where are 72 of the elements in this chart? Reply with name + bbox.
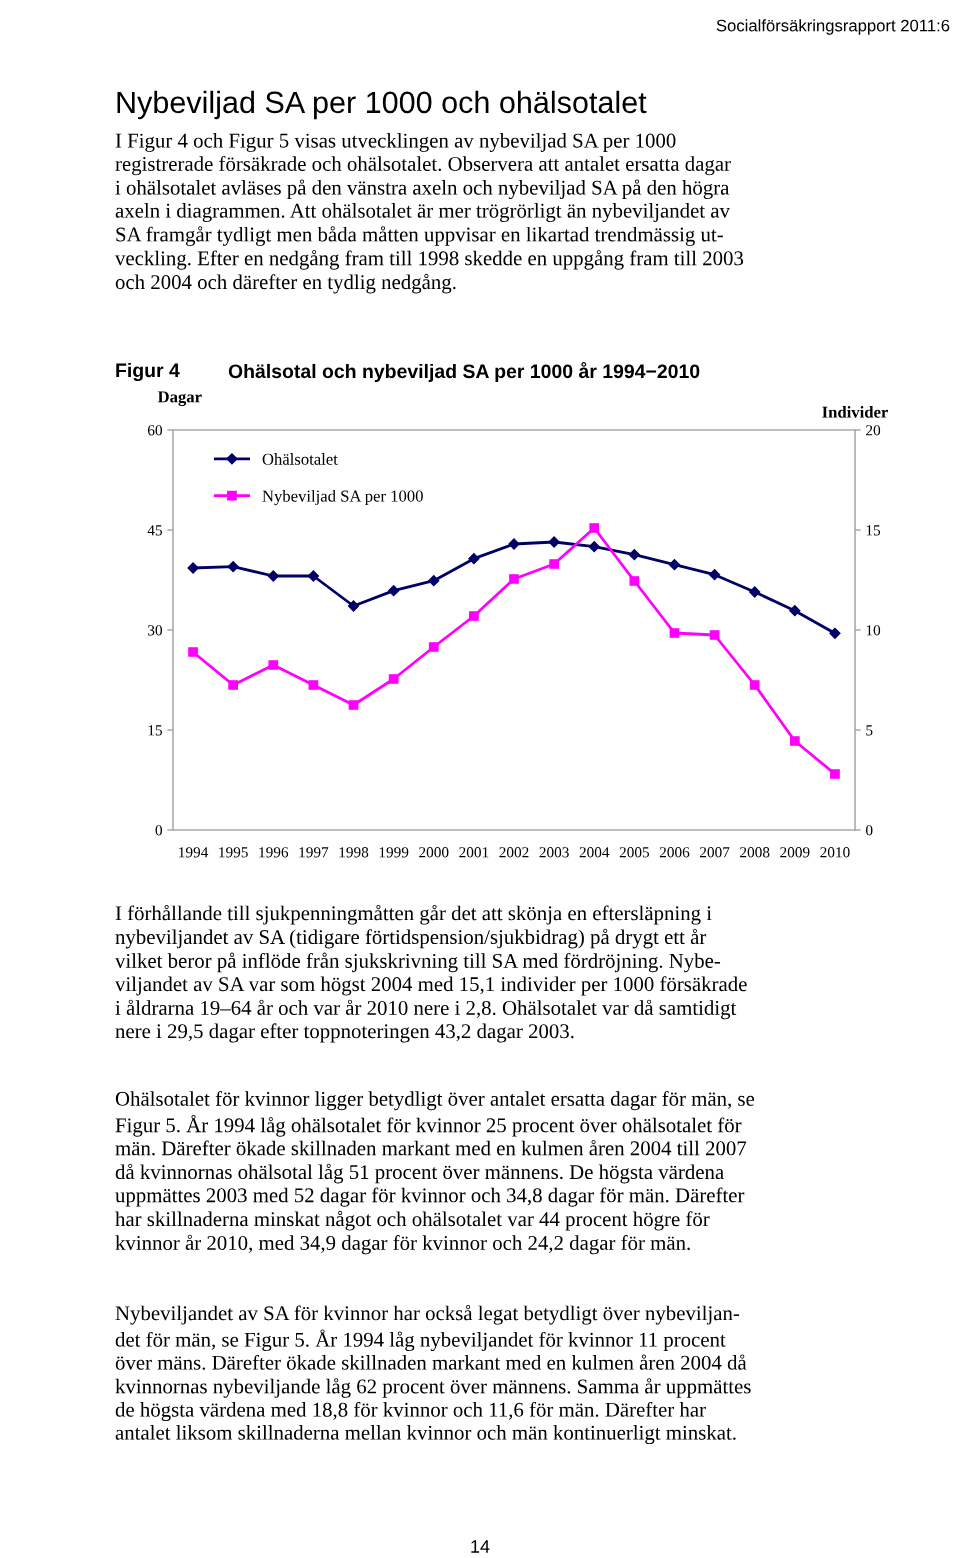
point xyxy=(789,605,801,617)
x-tick-label: 2000 xyxy=(419,847,449,858)
y-tick-label: 30 xyxy=(148,625,162,636)
point xyxy=(629,576,640,586)
text: Socialförsäkringsrapport 2011:6 xyxy=(716,19,950,35)
x-tick-label: 1997 xyxy=(299,847,329,858)
point xyxy=(268,660,279,670)
point xyxy=(588,541,600,553)
y2-tick-label: 15 xyxy=(866,525,881,536)
point xyxy=(628,549,640,561)
y2-tick-label: 10 xyxy=(866,625,881,636)
point xyxy=(749,586,761,598)
text: I förhållande till sjukpenningmåtten går det att skönja en eftersläpning i nybeviljandet av SA (tidigare förtidspension/sjukbidrag) på drygt ett år vilket beror på inflöde från sjukskrivning till SA med fördröjning. Nybe- viljandet av SA var som högst 2004 med 15,1 individer per 1000 försäkrade i åldrarna 19–64 år och var år 2010 nere i 2,8. Ohälsotalet var då samtidigt nere i 29,5 dagar efter toppnoteringen 43,2 dagar 2003. xyxy=(115,905,747,1043)
x-tick-label: 1998 xyxy=(339,847,369,858)
point xyxy=(388,585,400,597)
point xyxy=(709,630,720,640)
x-tick-label: 2010 xyxy=(820,847,850,858)
x-tick-label: 2003 xyxy=(539,847,569,858)
point xyxy=(509,574,519,584)
y2-axis-title: Individer xyxy=(822,406,888,418)
point xyxy=(589,523,600,533)
x-tick-label: 1996 xyxy=(259,847,289,858)
y2-tick-label: 5 xyxy=(866,725,873,736)
x-tick-label: 2001 xyxy=(459,847,489,858)
point xyxy=(227,561,239,573)
y2-tick-label: 20 xyxy=(866,425,881,436)
x-tick-label: 1994 xyxy=(179,847,209,858)
y2-tick-label: 0 xyxy=(866,825,873,836)
y-tick-label: 60 xyxy=(147,425,162,436)
x-tick-label: 2006 xyxy=(659,847,690,858)
point xyxy=(188,647,198,657)
point xyxy=(548,536,560,548)
point xyxy=(668,559,681,571)
point xyxy=(307,570,320,582)
x-tick-label: 2009 xyxy=(780,847,810,858)
text: 14 xyxy=(471,1540,490,1553)
text: Figur 4 xyxy=(116,362,180,382)
x-tick-label: 1999 xyxy=(379,847,409,858)
point xyxy=(829,627,841,639)
point xyxy=(347,600,360,612)
point xyxy=(267,570,279,582)
x-tick-label: 2008 xyxy=(740,847,770,858)
y-tick-label: 0 xyxy=(155,825,162,836)
point xyxy=(469,611,479,621)
point xyxy=(228,680,239,690)
point xyxy=(308,680,319,690)
x-tick-label: 2005 xyxy=(619,847,650,858)
point xyxy=(749,680,760,690)
y-tick-label: 15 xyxy=(148,725,162,736)
text: Nybeviljad SA per 1000 och ohälsotalet xyxy=(117,90,647,120)
y-tick-label: 45 xyxy=(147,525,162,536)
point xyxy=(468,553,480,565)
point xyxy=(789,736,800,746)
y-axis-title: Dagar xyxy=(157,391,202,406)
legend-label: Nybeviljad SA per 1000 xyxy=(262,489,423,506)
x-tick-label: 1995 xyxy=(219,847,248,858)
text: Ohälsotalet för kvinnor ligger betydligt över antalet ersatta dagar för män, se Figur 5. År 1994 låg ohälsotalet för kvinnor 25 procent över ohälsotalet för män. Därefter ökade skillnaden markant med en kulmen åren 2004 till 2007 då kvinnornas ohälsotal låg 51 procent över männens. De högsta värdena uppmättes 2003 med 52 dagar för kvinnor och 34,8 dagar för män. Därefter har skillnaderna minskat något och ohälsotalet var 44 procent högre för kvinnor år 2010, med 34,9 dagar för kvinnor och 24,2 dagar för män. xyxy=(115,1091,755,1255)
text: Nybeviljandet av SA för kvinnor har också legat betydligt över nybeviljan- det för män, se Figur 5. År 1994 låg nybeviljandet för kvinnor 11 procent över mäns. Därefter ökade skillnaden markant med en kulmen åren 2004 då kvinnornas nybeviljande låg 62 procent över männens. Samma år uppmättes de högsta värdena med 18,8 för kvinnor och 11,6 för män. Därefter har antalet liksom skillnaderna mellan kvinnor och män kontinuerligt minskat. xyxy=(115,1305,751,1445)
point xyxy=(428,642,439,652)
x-tick-label: 2004 xyxy=(579,847,610,858)
point xyxy=(708,569,721,581)
x-tick-label: 2002 xyxy=(499,847,529,858)
x-tick-label: 2007 xyxy=(699,847,730,858)
point xyxy=(428,575,440,587)
legend-label: Ohälsotalet xyxy=(262,453,338,465)
text: I Figur 4 och Figur 5 visas utvecklingen av nybeviljad SA per 1000 registrerade försäkrade och ohälsotalet. Observera att antalet ersatta dagar i ohälsotalet avläses på den vänstra axeln och nybeviljad SA på den högra axeln i diagrammen. Att ohälsotalet är mer trögrörligt än nybeviljandet av SA framgår tydligt men båda måtten uppvisar en likartad trendmässig ut- veckling. Efter en nedgång fram till 1998 skedde en uppgång fram till 2003 och 2004 och därefter en tydlig nedgång. xyxy=(115,133,744,294)
point xyxy=(348,700,359,710)
point xyxy=(549,559,559,569)
chart-title: Ohälsotal och nybeviljad SA per 1000 år 1994−2010 xyxy=(228,361,700,383)
point xyxy=(669,628,680,638)
point xyxy=(830,769,840,779)
point xyxy=(388,674,399,684)
